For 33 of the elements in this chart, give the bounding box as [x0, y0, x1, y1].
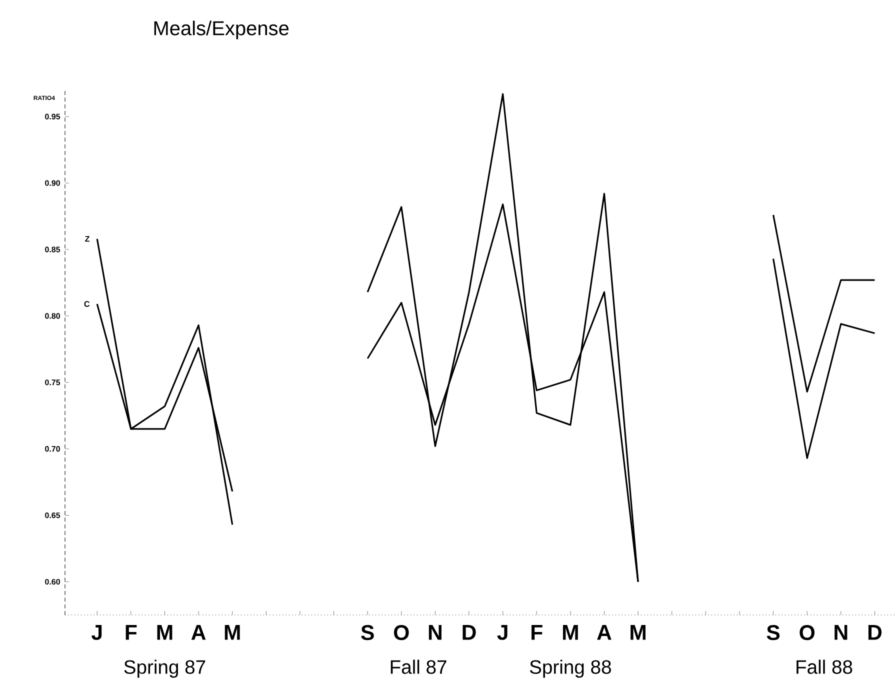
- x-tick-label: O: [800, 625, 815, 640]
- y-tick-label: 0.90: [45, 180, 60, 186]
- x-tick-label: M: [630, 625, 646, 640]
- x-tick-label: J: [92, 625, 102, 640]
- x-tick-label: M: [562, 625, 578, 640]
- x-tick-label: M: [224, 625, 240, 640]
- chart-title: Meals/Expense: [154, 20, 289, 40]
- x-tick-label: A: [191, 625, 206, 640]
- text: Spring 87: [124, 660, 206, 678]
- y-tick-label: 0.95: [45, 114, 60, 120]
- x-tick-label: M: [157, 625, 172, 640]
- y-tick-label: 0.75: [45, 380, 60, 386]
- x-tick-label: S: [766, 625, 780, 640]
- y-tick-label: 0.85: [45, 246, 60, 252]
- x-tick-label: F: [126, 625, 137, 640]
- y-tick-label: 0.65: [45, 512, 60, 518]
- x-tick-label: S: [361, 625, 374, 640]
- x-tick-label: D: [868, 625, 882, 640]
- x-tick-label: A: [597, 625, 612, 640]
- x-tick-label: F: [532, 625, 542, 640]
- y-tick-label: 0.70: [45, 446, 60, 452]
- x-tick-label: D: [462, 625, 476, 640]
- y-tick-label: 0.80: [45, 313, 60, 319]
- series-label: Z: [85, 236, 90, 242]
- x-tick-label: N: [428, 625, 442, 640]
- series-label: C: [84, 301, 90, 307]
- x-tick-label: J: [497, 625, 508, 640]
- x-tick-label: O: [394, 625, 409, 640]
- text: Spring 88: [530, 660, 611, 678]
- text: Fall 87: [390, 660, 446, 674]
- x-tick-label: N: [834, 625, 848, 640]
- y-tick-label: 0.60: [45, 578, 60, 585]
- text: Fall 88: [796, 660, 852, 674]
